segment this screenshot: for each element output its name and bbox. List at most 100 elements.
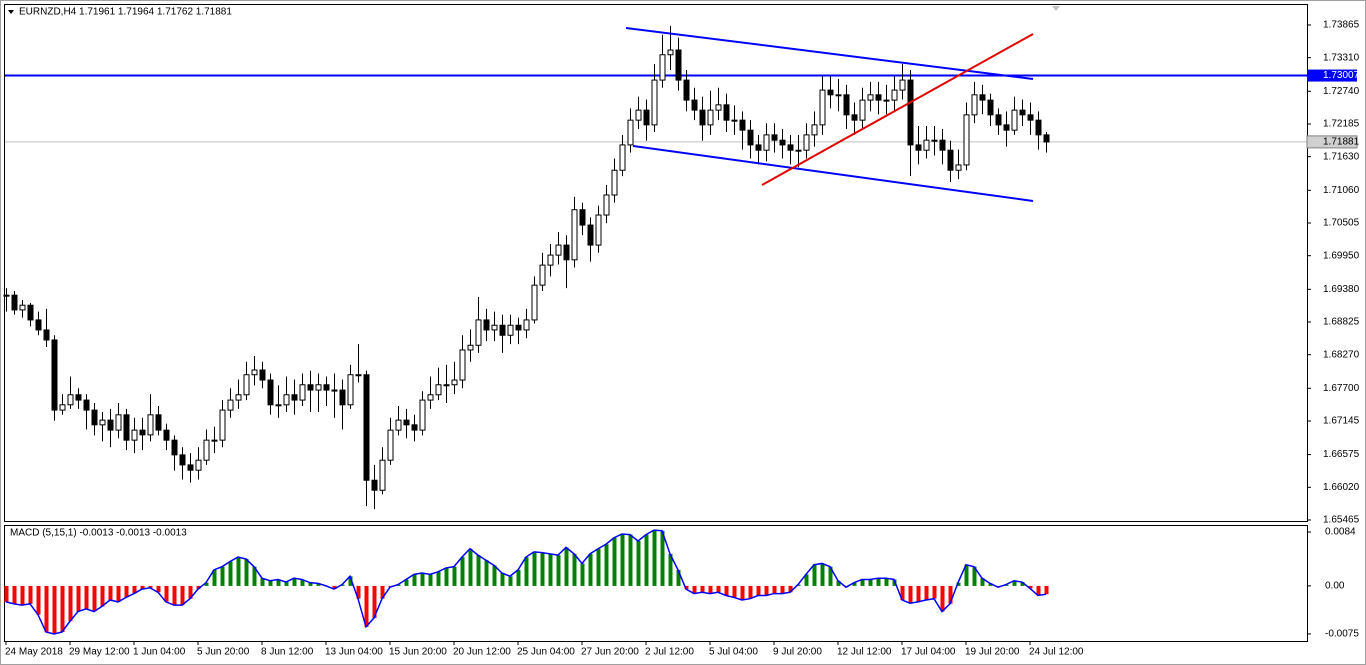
channel-lower [632,145,1034,202]
candle-body [75,394,82,401]
level-label-box [1307,69,1357,82]
candle-body [563,244,570,261]
candle-body [811,124,818,136]
x-tick-label: 12 Jul 12:00 [837,647,892,658]
candle-body [99,419,106,426]
macd-bar [404,579,409,586]
macd-bar [628,534,633,586]
macd-bar [364,585,369,627]
macd-line [5,529,1047,635]
macd-bar [476,555,481,586]
x-tick-label: 20 Jun 12:00 [453,647,511,658]
candle-body [419,399,426,431]
candle-body [307,384,314,391]
candle-body [699,109,706,126]
candle-body [627,119,634,146]
candle-body [795,149,802,152]
macd-bar [556,555,561,586]
macd-bar [12,585,17,604]
candle-body [515,324,522,331]
candle-body [403,419,410,426]
x-tick-label: 27 Jun 20:00 [581,647,639,658]
candle-body [571,209,578,261]
macd-bar [332,585,337,590]
candle-body [411,424,418,431]
macd-bar [236,557,241,586]
x-tick-label: 2 Jul 12:00 [645,647,694,658]
candle-body [963,114,970,166]
candle-body [971,94,978,116]
candle-body [659,54,666,81]
macd-bar [492,565,497,586]
macd-bar [964,564,969,586]
candle-body [547,254,554,266]
macd-bar [76,585,81,612]
candle-body [1035,119,1042,136]
macd-bar [748,585,753,599]
shift-marker [1052,6,1060,11]
candle-body [3,294,10,297]
candle-body [211,439,218,442]
candle-body [611,169,618,196]
macd-bar [676,569,681,586]
macd-bar [428,574,433,586]
candle-body [683,79,690,101]
macd-bar [348,576,353,586]
macd-tick-label: 0.0084 [1325,527,1356,538]
macd-bar [28,585,33,604]
macd-bar [828,566,833,586]
macd-bar [684,585,689,590]
candle-body [219,409,226,441]
candle-body [707,109,714,126]
candle-body [539,264,546,286]
candle-body [171,439,178,456]
candle-body [619,144,626,171]
candle-body [51,339,58,411]
candle-body [603,194,610,216]
candle-body [691,99,698,111]
macd-bar [396,584,401,586]
macd-bar [636,541,641,586]
macd-bar [596,548,601,586]
macd-bar [1020,582,1025,586]
macd-bar [1028,585,1033,589]
candle-body [107,419,114,431]
macd-bar [876,578,881,586]
macd-bar [652,530,657,586]
macd-bar [356,585,361,599]
macd-bar [884,578,889,586]
candle-body [875,94,882,101]
candle-body [491,324,498,331]
candle-body [251,369,258,376]
candle-body [459,349,466,381]
macd-bar [612,537,617,586]
y-tick-label: 1.72740 [1323,86,1360,97]
macd-bar [660,530,665,586]
macd-bar [900,585,905,600]
macd-bar [84,585,89,609]
candle-body [19,304,26,311]
macd-bar [548,553,553,586]
macd-bar [436,571,441,586]
macd-bar [1044,585,1049,595]
candle-body [635,109,642,121]
y-tick-label: 1.71060 [1323,185,1360,196]
candle-body [923,139,930,151]
candle-body [387,429,394,461]
macd-bar [692,585,697,594]
candle-body [27,304,34,321]
candle-body [339,389,346,406]
macd-bar [460,557,465,586]
candle-body [203,439,210,461]
macd-bar [948,585,953,604]
y-tick-label: 1.66575 [1323,449,1360,460]
candle-body [187,464,194,471]
candle-body [1027,114,1034,121]
candle-body [131,429,138,441]
candle-body [11,294,18,311]
candle-body [323,384,330,391]
macd-bar [980,578,985,586]
y-tick-label: 1.69380 [1323,284,1360,295]
macd-bar [516,569,521,586]
candle-body [35,319,42,331]
